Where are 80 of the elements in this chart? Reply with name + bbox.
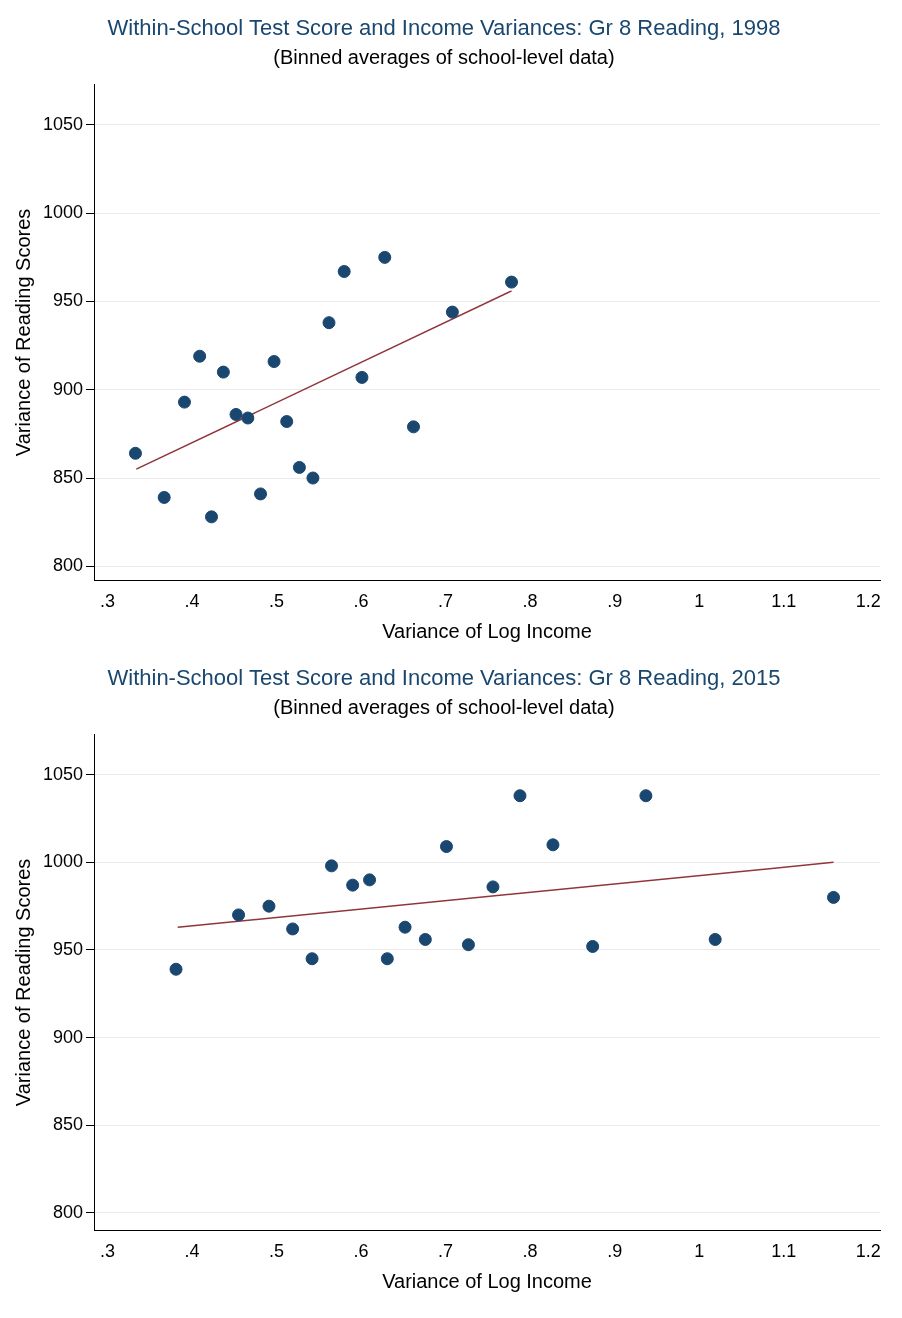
- point: [337, 265, 351, 278]
- x-tick-label: .8: [522, 1241, 538, 1262]
- point: [157, 490, 171, 504]
- point: [322, 316, 336, 330]
- point: [229, 407, 243, 421]
- y-axis-title: Variance of Reading Scores: [11, 208, 34, 457]
- x-axis-title: Variance of Log Income: [382, 1269, 592, 1292]
- point: [380, 952, 394, 966]
- point: [378, 250, 392, 264]
- point: [241, 411, 255, 425]
- x-tick-label: 1: [694, 591, 705, 612]
- y-axis-title: Variance of Reading Scores: [11, 858, 34, 1107]
- x-tick-label: .9: [607, 591, 623, 612]
- point: [205, 510, 219, 524]
- y-tick-label: 850: [53, 466, 84, 487]
- x-tick-label: .8: [522, 591, 538, 612]
- point: [262, 899, 276, 913]
- x-tick-label: .3: [100, 591, 116, 612]
- point: [639, 789, 653, 803]
- point: [461, 938, 475, 952]
- y-tick-label: 850: [53, 1114, 84, 1135]
- point: [280, 415, 294, 429]
- point: [267, 355, 281, 369]
- y-tick-label: 1000: [43, 202, 84, 223]
- y-tick-label: 900: [53, 378, 84, 399]
- chart-subtitle: (Binned averages of school-level data): [273, 695, 615, 718]
- point: [254, 487, 268, 501]
- point: [708, 932, 722, 946]
- point: [193, 349, 207, 363]
- x-tick-label: 1.2: [855, 1241, 881, 1262]
- x-tick-label: .6: [353, 591, 369, 612]
- y-tick-label: 900: [53, 1026, 84, 1047]
- x-tick-label: 1.1: [771, 1241, 797, 1262]
- point: [286, 922, 300, 936]
- point: [363, 873, 377, 887]
- x-tick-label: .5: [269, 1241, 285, 1262]
- chart-title: Within-School Test Score and Income Variances: Gr 8 Reading, 1998: [107, 15, 781, 41]
- y-tick-label: 1050: [43, 763, 84, 784]
- point: [216, 365, 230, 379]
- chart-subtitle: (Binned averages of school-level data): [273, 45, 615, 68]
- y-tick-label: 950: [53, 290, 84, 311]
- x-tick-label: .3: [100, 1241, 116, 1262]
- point: [586, 939, 600, 953]
- point: [546, 838, 560, 852]
- point: [346, 878, 360, 892]
- point: [418, 932, 432, 946]
- y-tick-label: 800: [53, 555, 84, 576]
- x-tick-label: 1.1: [771, 591, 797, 612]
- y-tick-label: 1050: [43, 113, 84, 134]
- point: [505, 275, 519, 289]
- point: [305, 952, 319, 966]
- y-tick-label: 1000: [43, 851, 84, 872]
- point: [128, 446, 142, 460]
- point: [439, 840, 453, 854]
- point: [827, 890, 841, 904]
- x-tick-label: 1: [694, 1241, 705, 1262]
- x-tick-label: .7: [438, 1241, 454, 1262]
- point: [325, 859, 339, 873]
- point: [292, 460, 306, 474]
- x-tick-label: .4: [184, 591, 200, 612]
- point: [232, 908, 246, 922]
- point: [445, 305, 459, 319]
- chart-title: Within-School Test Score and Income Variances: Gr 8 Reading, 2015: [107, 665, 781, 691]
- point: [355, 370, 369, 384]
- point: [398, 920, 412, 934]
- point: [169, 962, 183, 976]
- x-tick-label: .7: [438, 591, 454, 612]
- point: [407, 420, 420, 434]
- x-tick-label: .9: [607, 1241, 623, 1262]
- x-tick-label: 1.2: [855, 591, 881, 612]
- x-tick-label: .6: [353, 1241, 369, 1262]
- point: [306, 471, 320, 485]
- y-tick-label: 800: [53, 1201, 84, 1222]
- point: [513, 789, 527, 803]
- point: [177, 395, 191, 409]
- point: [486, 880, 500, 894]
- x-tick-label: .4: [184, 1241, 200, 1262]
- x-axis-title: Variance of Log Income: [382, 619, 592, 642]
- y-tick-label: 950: [53, 938, 84, 959]
- x-tick-label: .5: [269, 591, 285, 612]
